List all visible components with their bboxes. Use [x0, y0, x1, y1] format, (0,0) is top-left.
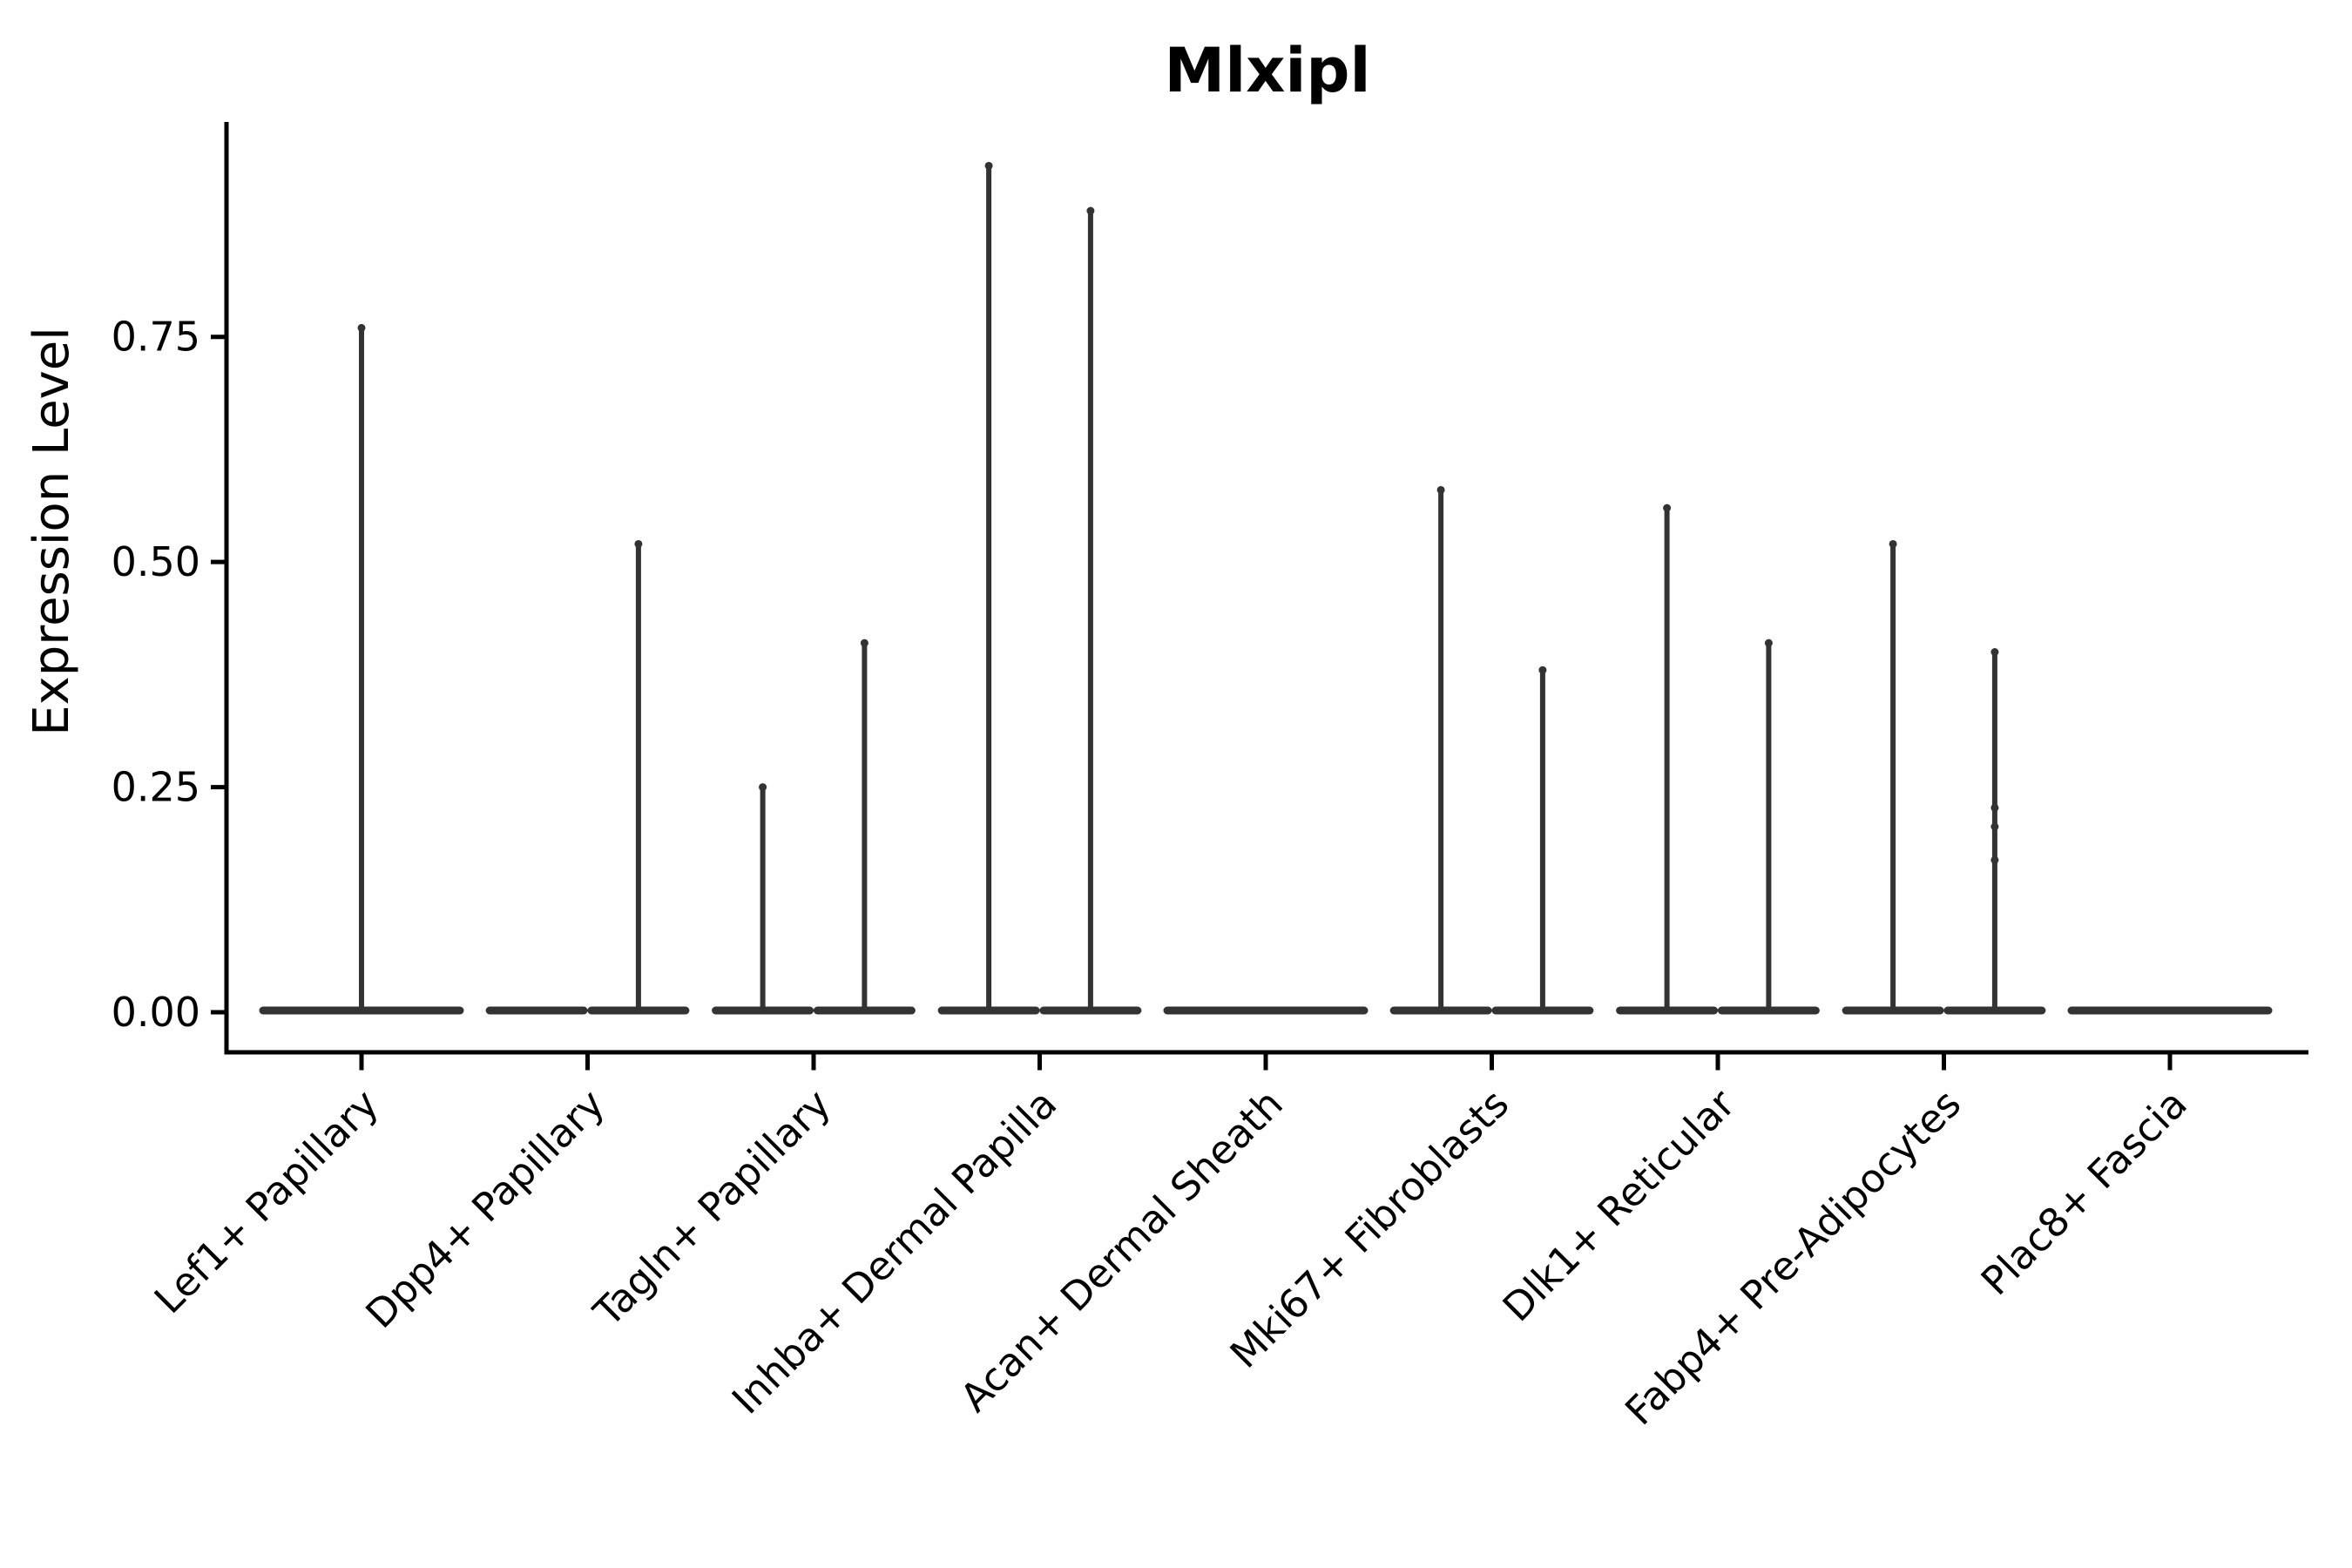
data-point [1436, 485, 1445, 494]
x-tick-label: Plac8+ Fascia [1972, 1080, 2196, 1304]
data-point [1086, 206, 1095, 215]
y-tick-label: 0.00 [112, 989, 200, 1036]
violin-layer [259, 161, 2273, 1015]
x-tick-label: Dlk1+ Reticular [1494, 1080, 1744, 1330]
data-point [1990, 822, 1999, 831]
y-tick-label: 0.75 [112, 314, 200, 361]
data-point [759, 783, 767, 792]
y-tick-label: 0.50 [112, 538, 200, 585]
data-point [1990, 855, 1999, 864]
data-point [1990, 648, 1999, 657]
data-point [1538, 666, 1547, 674]
violin [813, 639, 916, 1015]
violin [1491, 666, 1594, 1015]
violin [587, 539, 690, 1015]
data-point [984, 161, 993, 170]
data-point [1990, 803, 1999, 812]
violin [1842, 539, 1944, 1015]
chart-title: Mlxipl [1165, 35, 1371, 106]
y-axis-label: Expression Level [24, 327, 80, 736]
data-point [1663, 504, 1672, 512]
x-tick-label: Lef1+ Papillary [145, 1080, 388, 1322]
data-point [1764, 639, 1773, 647]
violin [1039, 206, 1142, 1015]
data-point [634, 539, 643, 548]
violin [1717, 639, 1820, 1015]
violin [1616, 504, 1719, 1015]
data-point [1889, 539, 1897, 548]
violin [1943, 648, 2046, 1015]
x-tick-label: Dpp4+ Papillary [356, 1080, 613, 1337]
violin [712, 783, 814, 1015]
x-tick-label: Tagln+ Papillary [585, 1080, 840, 1335]
data-point [357, 323, 366, 332]
data-point [860, 639, 868, 647]
violin [259, 323, 464, 1015]
violin [937, 161, 1040, 1015]
y-tick-label: 0.25 [112, 764, 200, 811]
violin [1389, 485, 1492, 1015]
